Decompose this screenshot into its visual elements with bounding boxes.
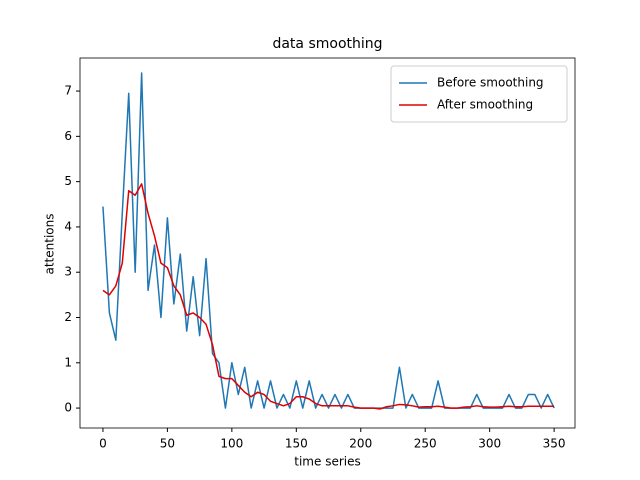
x-tick-label: 250 <box>414 437 437 451</box>
y-tick-label: 6 <box>64 129 72 143</box>
x-tick-label: 300 <box>478 437 501 451</box>
x-tick-label: 200 <box>349 437 372 451</box>
y-tick-label: 0 <box>64 401 72 415</box>
x-tick-label: 150 <box>285 437 308 451</box>
y-tick-label: 5 <box>64 174 72 188</box>
legend-label: After smoothing <box>437 98 533 112</box>
x-tick-label: 100 <box>220 437 243 451</box>
legend-box <box>390 65 568 123</box>
x-tick-label: 0 <box>99 437 107 451</box>
chart-title: data smoothing <box>272 36 382 52</box>
axes-frame <box>79 57 576 429</box>
legend-label: Before smoothing <box>437 76 544 90</box>
y-tick-label: 3 <box>64 265 72 279</box>
y-tick-label: 4 <box>64 219 72 233</box>
data-line <box>102 183 555 410</box>
y-tick-label: 1 <box>64 355 72 369</box>
x-tick-label: 50 <box>160 437 175 451</box>
data-line <box>102 72 555 409</box>
y-axis-label: attentions <box>43 214 57 275</box>
x-tick-label: 350 <box>543 437 566 451</box>
y-tick-label: 7 <box>64 84 72 98</box>
x-axis-label: time series <box>294 455 360 469</box>
y-tick-label: 2 <box>64 310 72 324</box>
